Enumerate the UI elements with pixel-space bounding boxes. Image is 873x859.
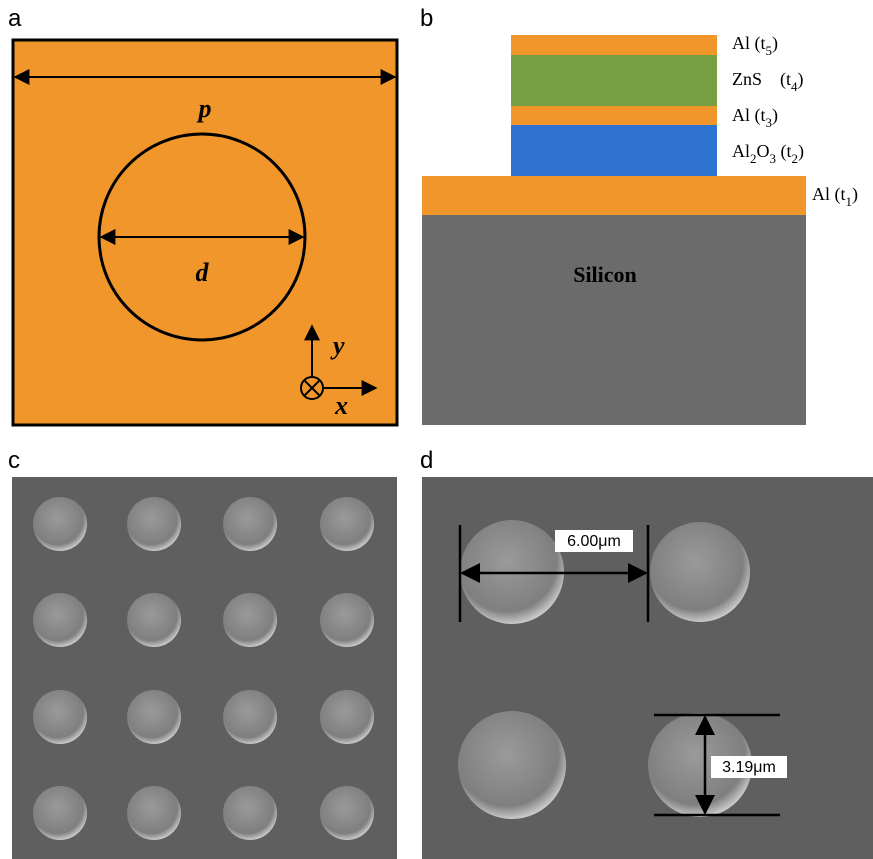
figure: a p d y x b Silicon Al (t5) ZnS (t4) Al … (0, 0, 873, 859)
panel-label: a (8, 5, 22, 32)
label-text: ) (798, 69, 804, 90)
bump (320, 593, 374, 647)
bump (650, 522, 750, 622)
label-text: O (757, 141, 770, 161)
label-text: ) (772, 105, 778, 126)
layer-label: Al (t5) (732, 33, 778, 58)
spacing-label: 6.00μm (567, 533, 621, 550)
bump (320, 497, 374, 551)
bump (223, 786, 277, 840)
layer-al-1 (422, 176, 806, 215)
bump (223, 497, 277, 551)
bump (33, 593, 87, 647)
bump (223, 690, 277, 744)
layer-zns (511, 55, 717, 106)
layer-al2o3 (511, 125, 717, 176)
bump (33, 786, 87, 840)
size-label: 3.19μm (722, 759, 776, 776)
label-text: ZnS (t (732, 69, 791, 90)
layer-label: Al (t3) (732, 105, 778, 130)
layer-al-3 (511, 106, 717, 125)
label-text: Al (732, 141, 750, 161)
label-text: ) (772, 33, 778, 54)
bump (320, 786, 374, 840)
label-text: (t (776, 141, 792, 162)
label-text: Al (t (812, 184, 846, 205)
label-text: ) (798, 141, 804, 162)
x-label: x (334, 391, 348, 420)
panel-label: d (420, 447, 433, 474)
substrate-label: Silicon (573, 262, 637, 287)
panel-label: b (420, 5, 433, 32)
period-label: p (197, 94, 212, 123)
bump (33, 497, 87, 551)
bump (127, 786, 181, 840)
bump (33, 690, 87, 744)
layer-al-5 (511, 35, 717, 55)
bump (320, 690, 374, 744)
bump (127, 690, 181, 744)
bump (127, 593, 181, 647)
bump (223, 593, 277, 647)
layer-label: Al2O3 (t2) (732, 141, 804, 166)
layer-label: Al (t1) (812, 184, 858, 209)
diameter-label: d (196, 258, 210, 287)
silicon (422, 215, 806, 425)
bump (127, 497, 181, 551)
label-text: ) (852, 184, 858, 205)
panel-label: c (8, 447, 20, 474)
bump (458, 711, 566, 819)
layer-label: ZnS (t4) (732, 69, 804, 94)
label-text: Al (t (732, 105, 766, 126)
y-label: y (330, 331, 345, 360)
label-text: Al (t (732, 33, 766, 54)
